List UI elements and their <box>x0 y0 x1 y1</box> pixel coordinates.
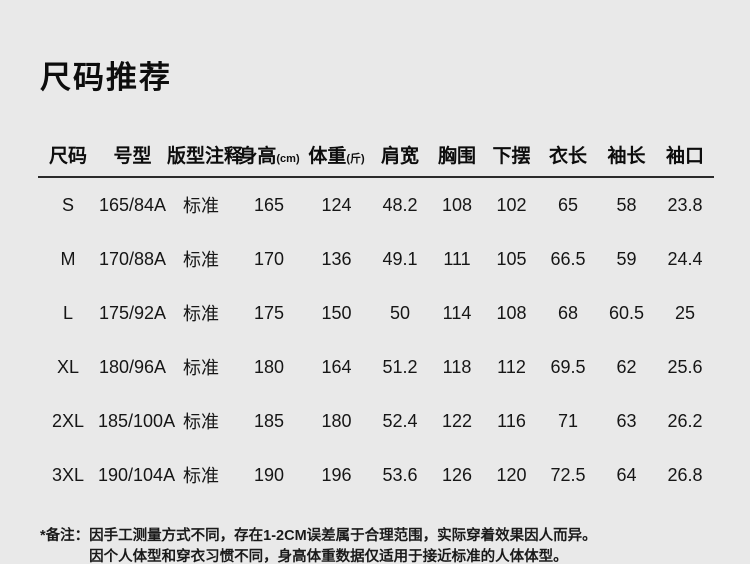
table-row: M 170/88A 标准 170 136 49.1 111 105 66.5 5… <box>38 232 714 286</box>
column-header-shoulder: 肩宽 <box>380 145 419 167</box>
column-header-sleeve: 袖长 <box>607 145 646 167</box>
table-cell: 51.2 <box>382 356 418 377</box>
table-cell: 190 <box>253 464 285 485</box>
table-cell: 24.4 <box>667 248 703 269</box>
table-cell: 53.6 <box>382 464 418 485</box>
table-cell: 26.2 <box>667 410 703 431</box>
table-cell: 102 <box>496 194 527 215</box>
table-cell: 112 <box>497 356 526 377</box>
table-cell: 196 <box>321 464 352 485</box>
table-cell: 25.6 <box>667 356 703 377</box>
table-cell: 50 <box>389 302 411 323</box>
footnote-label: *备注： <box>40 528 90 544</box>
table-cell: 72.5 <box>550 464 586 485</box>
table-cell: 111 <box>443 248 471 269</box>
table-cell: 48.2 <box>382 194 418 215</box>
table-cell: 64 <box>616 464 637 485</box>
table-cell: 68 <box>557 302 579 323</box>
table-cell: 170/88A <box>98 248 167 269</box>
table-cell: 标准 <box>183 466 219 486</box>
table-cell: 标准 <box>183 196 219 216</box>
table-cell: 114 <box>442 302 472 323</box>
column-header-chest: 胸围 <box>437 145 476 167</box>
table-cell: 190/104A <box>98 464 176 485</box>
table-cell: 63 <box>616 410 637 431</box>
size-table: 尺码 号型 版型注释 身高(cm) 体重(斤) 肩宽 胸围 下摆 衣长 袖长 袖… <box>38 138 714 502</box>
footnote-line-1: 因手工测量方式不同，存在1-2CM误差属于合理范围，实际穿着效果因人而异。 <box>89 528 597 544</box>
table-cell: 3XL <box>51 464 85 485</box>
column-header-size: 尺码 <box>48 145 87 167</box>
table-cell: 108 <box>496 302 527 323</box>
column-unit: (cm) <box>276 152 300 165</box>
table-cell: 118 <box>442 356 472 377</box>
table-cell: 108 <box>441 194 473 215</box>
table-row: L 175/92A 标准 175 150 50 114 108 68 60.5 … <box>38 286 714 340</box>
table-row: 2XL 185/100A 标准 185 180 52.4 122 116 71 … <box>38 394 714 448</box>
table-cell: 180 <box>321 410 352 431</box>
table-cell: 180 <box>253 356 285 377</box>
table-cell: 65 <box>557 194 579 215</box>
table-cell: 175 <box>253 302 285 323</box>
table-cell: 66.5 <box>550 248 586 269</box>
table-cell: 标准 <box>183 358 219 378</box>
table-row: S 165/84A 标准 165 124 48.2 108 102 65 58 … <box>38 178 714 232</box>
table-cell: 标准 <box>183 250 219 270</box>
column-header-hem: 下摆 <box>492 145 531 167</box>
table-cell: 标准 <box>183 304 219 324</box>
table-cell: 136 <box>321 248 352 269</box>
table-cell: 52.4 <box>382 410 418 431</box>
table-cell: 62 <box>616 356 637 377</box>
table-cell: 69.5 <box>550 356 586 377</box>
footnote-line-2: 因个人体型和穿衣习惯不同，身高体重数据仅适用于接近标准的人体体型。 <box>89 549 568 564</box>
table-cell: 180/96A <box>98 356 167 377</box>
table-cell: 标准 <box>183 412 219 432</box>
table-cell: 105 <box>496 248 527 269</box>
table-cell: 2XL <box>51 410 85 431</box>
footnote: *备注： 因手工测量方式不同，存在1-2CM误差属于合理范围，实际穿着效果因人而… <box>40 526 750 564</box>
column-header-cuff: 袖口 <box>665 145 704 167</box>
table-cell: 71 <box>557 410 579 431</box>
column-header-weight: 体重(斤) <box>308 145 365 167</box>
table-cell: 165/84A <box>98 194 167 215</box>
table-cell: M <box>60 248 76 269</box>
table-cell: 124 <box>321 194 352 215</box>
table-cell: 120 <box>496 464 527 485</box>
table-cell: 60.5 <box>608 302 645 323</box>
header-divider <box>38 176 714 178</box>
table-cell: 49.1 <box>382 248 418 269</box>
table-cell: 185 <box>253 410 285 431</box>
column-unit: (斤) <box>346 152 365 165</box>
table-cell: 116 <box>497 410 526 431</box>
table-cell: 175/92A <box>98 302 167 323</box>
table-row: XL 180/96A 标准 180 164 51.2 118 112 69.5 … <box>38 340 714 394</box>
table-cell: 122 <box>441 410 473 431</box>
table-cell: 59 <box>616 248 637 269</box>
footnote-text: 因手工测量方式不同，存在1-2CM误差属于合理范围，实际穿着效果因人而异。 因个… <box>89 526 750 564</box>
table-cell: 26.8 <box>667 464 703 485</box>
column-header-model: 号型 <box>113 145 152 167</box>
column-header-fit: 版型注释 <box>167 145 244 167</box>
table-cell: XL <box>56 356 80 377</box>
table-cell: L <box>62 302 73 323</box>
table-cell: 185/100A <box>98 410 176 431</box>
table-row: 3XL 190/104A 标准 190 196 53.6 126 120 72.… <box>38 448 714 502</box>
table-cell: 126 <box>441 464 473 485</box>
table-cell: S <box>61 194 74 215</box>
table-cell: 164 <box>321 356 352 377</box>
page-title: 尺码推荐 <box>40 60 172 95</box>
column-header-length: 衣长 <box>548 145 587 167</box>
table-cell: 165 <box>253 194 285 215</box>
table-cell: 58 <box>616 194 637 215</box>
table-cell: 23.8 <box>667 194 703 215</box>
table-cell: 170 <box>253 248 285 269</box>
table-header-row: 尺码 号型 版型注释 身高(cm) 体重(斤) 肩宽 胸围 下摆 衣长 袖长 袖… <box>38 138 714 170</box>
column-header-height: 身高(cm) <box>238 145 300 167</box>
table-cell: 150 <box>321 302 352 323</box>
table-cell: 25 <box>674 302 696 323</box>
